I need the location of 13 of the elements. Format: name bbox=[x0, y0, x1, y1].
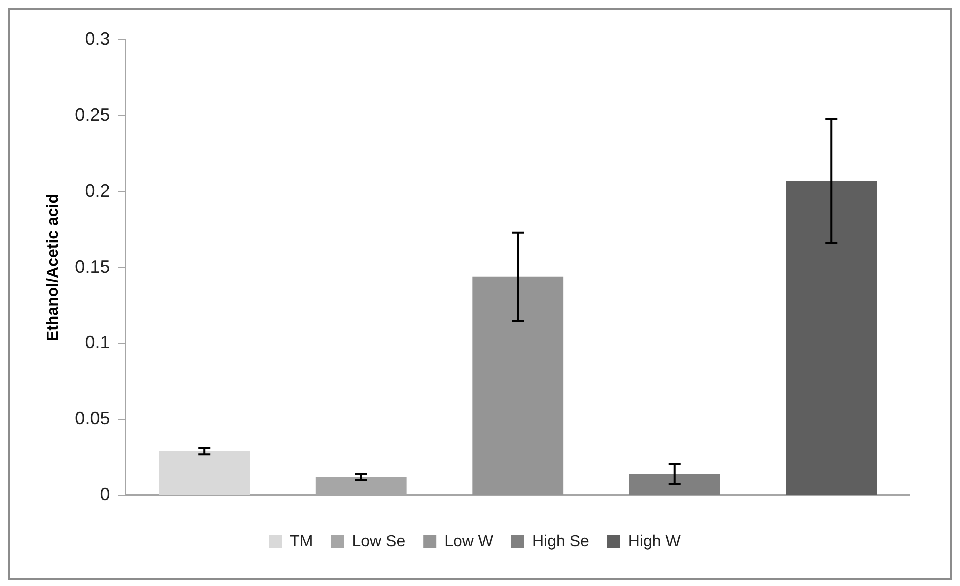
y-tick-label: 0 bbox=[100, 484, 110, 505]
legend-label: High Se bbox=[532, 533, 590, 550]
y-tick-label: 0.3 bbox=[85, 28, 110, 49]
y-tick-label: 0.2 bbox=[85, 180, 110, 201]
legend-label: High W bbox=[628, 533, 682, 550]
legend-label: TM bbox=[290, 533, 314, 550]
legend-label: Low Se bbox=[352, 533, 406, 550]
y-tick-label: 0.15 bbox=[75, 256, 110, 277]
y-tick-label: 0.05 bbox=[75, 408, 110, 429]
y-tick-label: 0.1 bbox=[85, 332, 110, 353]
legend-label: Low W bbox=[444, 533, 494, 550]
y-axis-title: Ethanol/Acetic acid bbox=[45, 194, 62, 342]
y-tick-label: 0.25 bbox=[75, 104, 110, 125]
